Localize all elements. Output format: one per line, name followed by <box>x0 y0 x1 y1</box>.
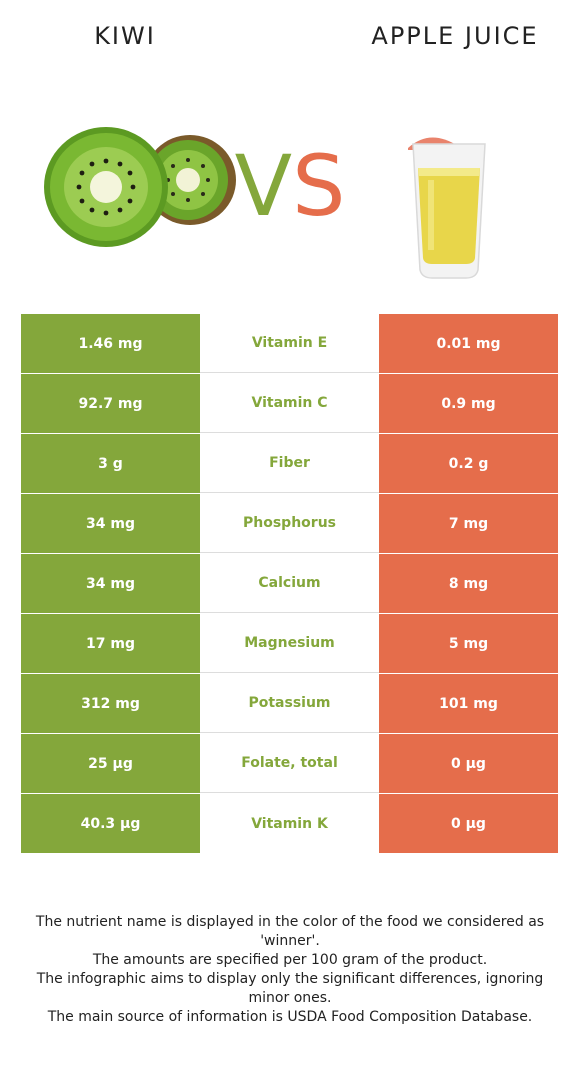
food-illustrations <box>44 127 486 279</box>
apple-juice-value: 101 mg <box>379 674 558 733</box>
kiwi-value: 3 g <box>21 434 200 493</box>
kiwi-value: 34 mg <box>21 494 200 553</box>
nutrient-name: Vitamin K <box>200 794 379 853</box>
kiwi-value: 92.7 mg <box>21 374 200 433</box>
apple-juice-value: 0.9 mg <box>379 374 558 433</box>
table-row: 34 mg Calcium 8 mg <box>21 554 558 614</box>
kiwi-value: 1.46 mg <box>21 314 200 373</box>
kiwi-value: 34 mg <box>21 554 200 613</box>
nutrient-name: Potassium <box>200 674 379 733</box>
right-food-title: apple juice <box>371 22 539 50</box>
footer-line: The amounts are specified per 100 gram o… <box>92 952 488 968</box>
table-row: 25 µg Folate, total 0 µg <box>21 734 558 794</box>
nutrient-name: Fiber <box>200 434 379 493</box>
nutrient-name: Vitamin C <box>200 374 379 433</box>
apple-juice-value: 0.2 g <box>379 434 558 493</box>
kiwi-value: 25 µg <box>21 734 200 793</box>
vs-v: V <box>234 137 293 235</box>
kiwi-value: 40.3 µg <box>21 794 200 853</box>
apple-juice-value: 5 mg <box>379 614 558 673</box>
left-food-title: kiwi <box>94 22 156 50</box>
nutrient-name: Calcium <box>200 554 379 613</box>
footer-line: The nutrient name is displayed in the co… <box>35 914 545 949</box>
comparison-table: 1.46 mg Vitamin E 0.01 mg 92.7 mg Vitami… <box>21 314 558 853</box>
table-row: 1.46 mg Vitamin E 0.01 mg <box>21 314 558 374</box>
table-row: 17 mg Magnesium 5 mg <box>21 614 558 674</box>
apple-juice-value: 0 µg <box>379 734 558 793</box>
apple-juice-image <box>408 137 486 279</box>
table-row: 3 g Fiber 0.2 g <box>21 434 558 494</box>
apple-juice-value: 7 mg <box>379 494 558 553</box>
kiwi-value: 17 mg <box>21 614 200 673</box>
table-row: 40.3 µg Vitamin K 0 µg <box>21 794 558 853</box>
table-row: 34 mg Phosphorus 7 mg <box>21 494 558 554</box>
kiwi-image <box>44 127 236 247</box>
nutrient-name: Phosphorus <box>200 494 379 553</box>
footer-line: The main source of information is USDA F… <box>47 1009 533 1025</box>
nutrient-name: Vitamin E <box>200 314 379 373</box>
table-row: 92.7 mg Vitamin C 0.9 mg <box>21 374 558 434</box>
nutrient-name: Magnesium <box>200 614 379 673</box>
footer-line: The infographic aims to display only the… <box>36 971 544 1006</box>
apple-juice-value: 0 µg <box>379 794 558 853</box>
table-row: 312 mg Potassium 101 mg <box>21 674 558 734</box>
nutrient-name: Folate, total <box>200 734 379 793</box>
apple-juice-value: 0.01 mg <box>379 314 558 373</box>
vs-s: S <box>292 137 346 235</box>
apple-juice-value: 8 mg <box>379 554 558 613</box>
kiwi-value: 312 mg <box>21 674 200 733</box>
footer-notes: The nutrient name is displayed in the co… <box>20 913 560 1027</box>
vs-label: VS <box>228 136 352 236</box>
